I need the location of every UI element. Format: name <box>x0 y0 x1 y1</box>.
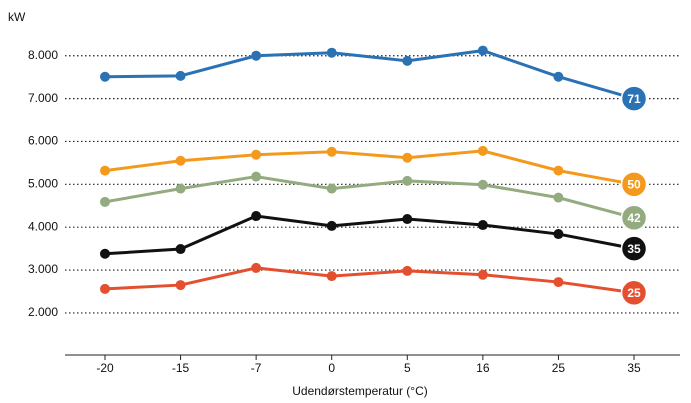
y-tick-label: 5.000 <box>28 176 58 190</box>
series-end-marker <box>620 85 648 112</box>
point <box>477 45 488 56</box>
y-tick-label: 6.000 <box>28 134 58 148</box>
series-name: 35 <box>627 242 641 256</box>
point <box>175 70 186 81</box>
series-end-marker <box>620 204 648 232</box>
point <box>402 214 413 225</box>
point <box>477 145 488 156</box>
x-tick-label: 16 <box>476 361 490 375</box>
point <box>251 171 262 182</box>
point <box>175 155 186 166</box>
x-tick-label: -15 <box>172 361 190 375</box>
series-name: 71 <box>627 92 641 106</box>
series-name: 50 <box>627 177 641 191</box>
point <box>326 47 337 58</box>
y-tick-label: 3.000 <box>28 262 58 276</box>
point <box>326 220 337 231</box>
series-name: 25 <box>627 286 641 300</box>
x-tick-label: 25 <box>552 361 566 375</box>
point <box>100 248 110 259</box>
point <box>251 262 262 273</box>
point <box>477 269 488 280</box>
point <box>100 71 110 82</box>
series-line <box>104 149 635 186</box>
point <box>402 265 413 276</box>
point <box>175 244 186 255</box>
point <box>402 175 413 186</box>
point <box>100 196 110 207</box>
y-axis-label: kW <box>8 10 26 24</box>
point <box>175 280 186 291</box>
series-line <box>104 266 635 295</box>
x-tick-label: -20 <box>96 361 114 375</box>
series-line <box>104 214 635 256</box>
y-tick-label: 8.000 <box>28 48 58 62</box>
point <box>175 183 186 194</box>
point <box>326 146 337 157</box>
series-line <box>104 175 635 220</box>
y-tick-label: 7.000 <box>28 91 58 105</box>
y-tick-label: 4.000 <box>28 219 58 233</box>
x-axis-label: Udendørstemperatur (°C) <box>292 384 428 398</box>
point <box>553 71 564 82</box>
point <box>477 179 488 190</box>
point <box>553 165 564 176</box>
point <box>402 55 413 66</box>
x-tick-label: -7 <box>251 361 262 375</box>
series-line <box>104 49 635 101</box>
x-tick-label: 35 <box>627 361 641 375</box>
point <box>100 165 110 176</box>
point <box>251 149 262 160</box>
series-end-marker <box>620 235 648 262</box>
series-name: 42 <box>627 211 641 225</box>
point <box>402 152 413 163</box>
series-end-marker <box>620 171 648 198</box>
point <box>553 192 564 203</box>
point <box>251 211 262 222</box>
series-end-marker <box>620 279 648 307</box>
point <box>553 277 564 288</box>
point <box>326 183 337 194</box>
point <box>477 220 488 231</box>
point <box>251 50 262 61</box>
y-tick-label: 2.000 <box>28 305 58 319</box>
point <box>553 229 564 240</box>
point <box>100 283 110 294</box>
x-tick-label: 0 <box>328 361 335 375</box>
x-tick-label: 5 <box>404 361 411 375</box>
point <box>326 271 337 282</box>
